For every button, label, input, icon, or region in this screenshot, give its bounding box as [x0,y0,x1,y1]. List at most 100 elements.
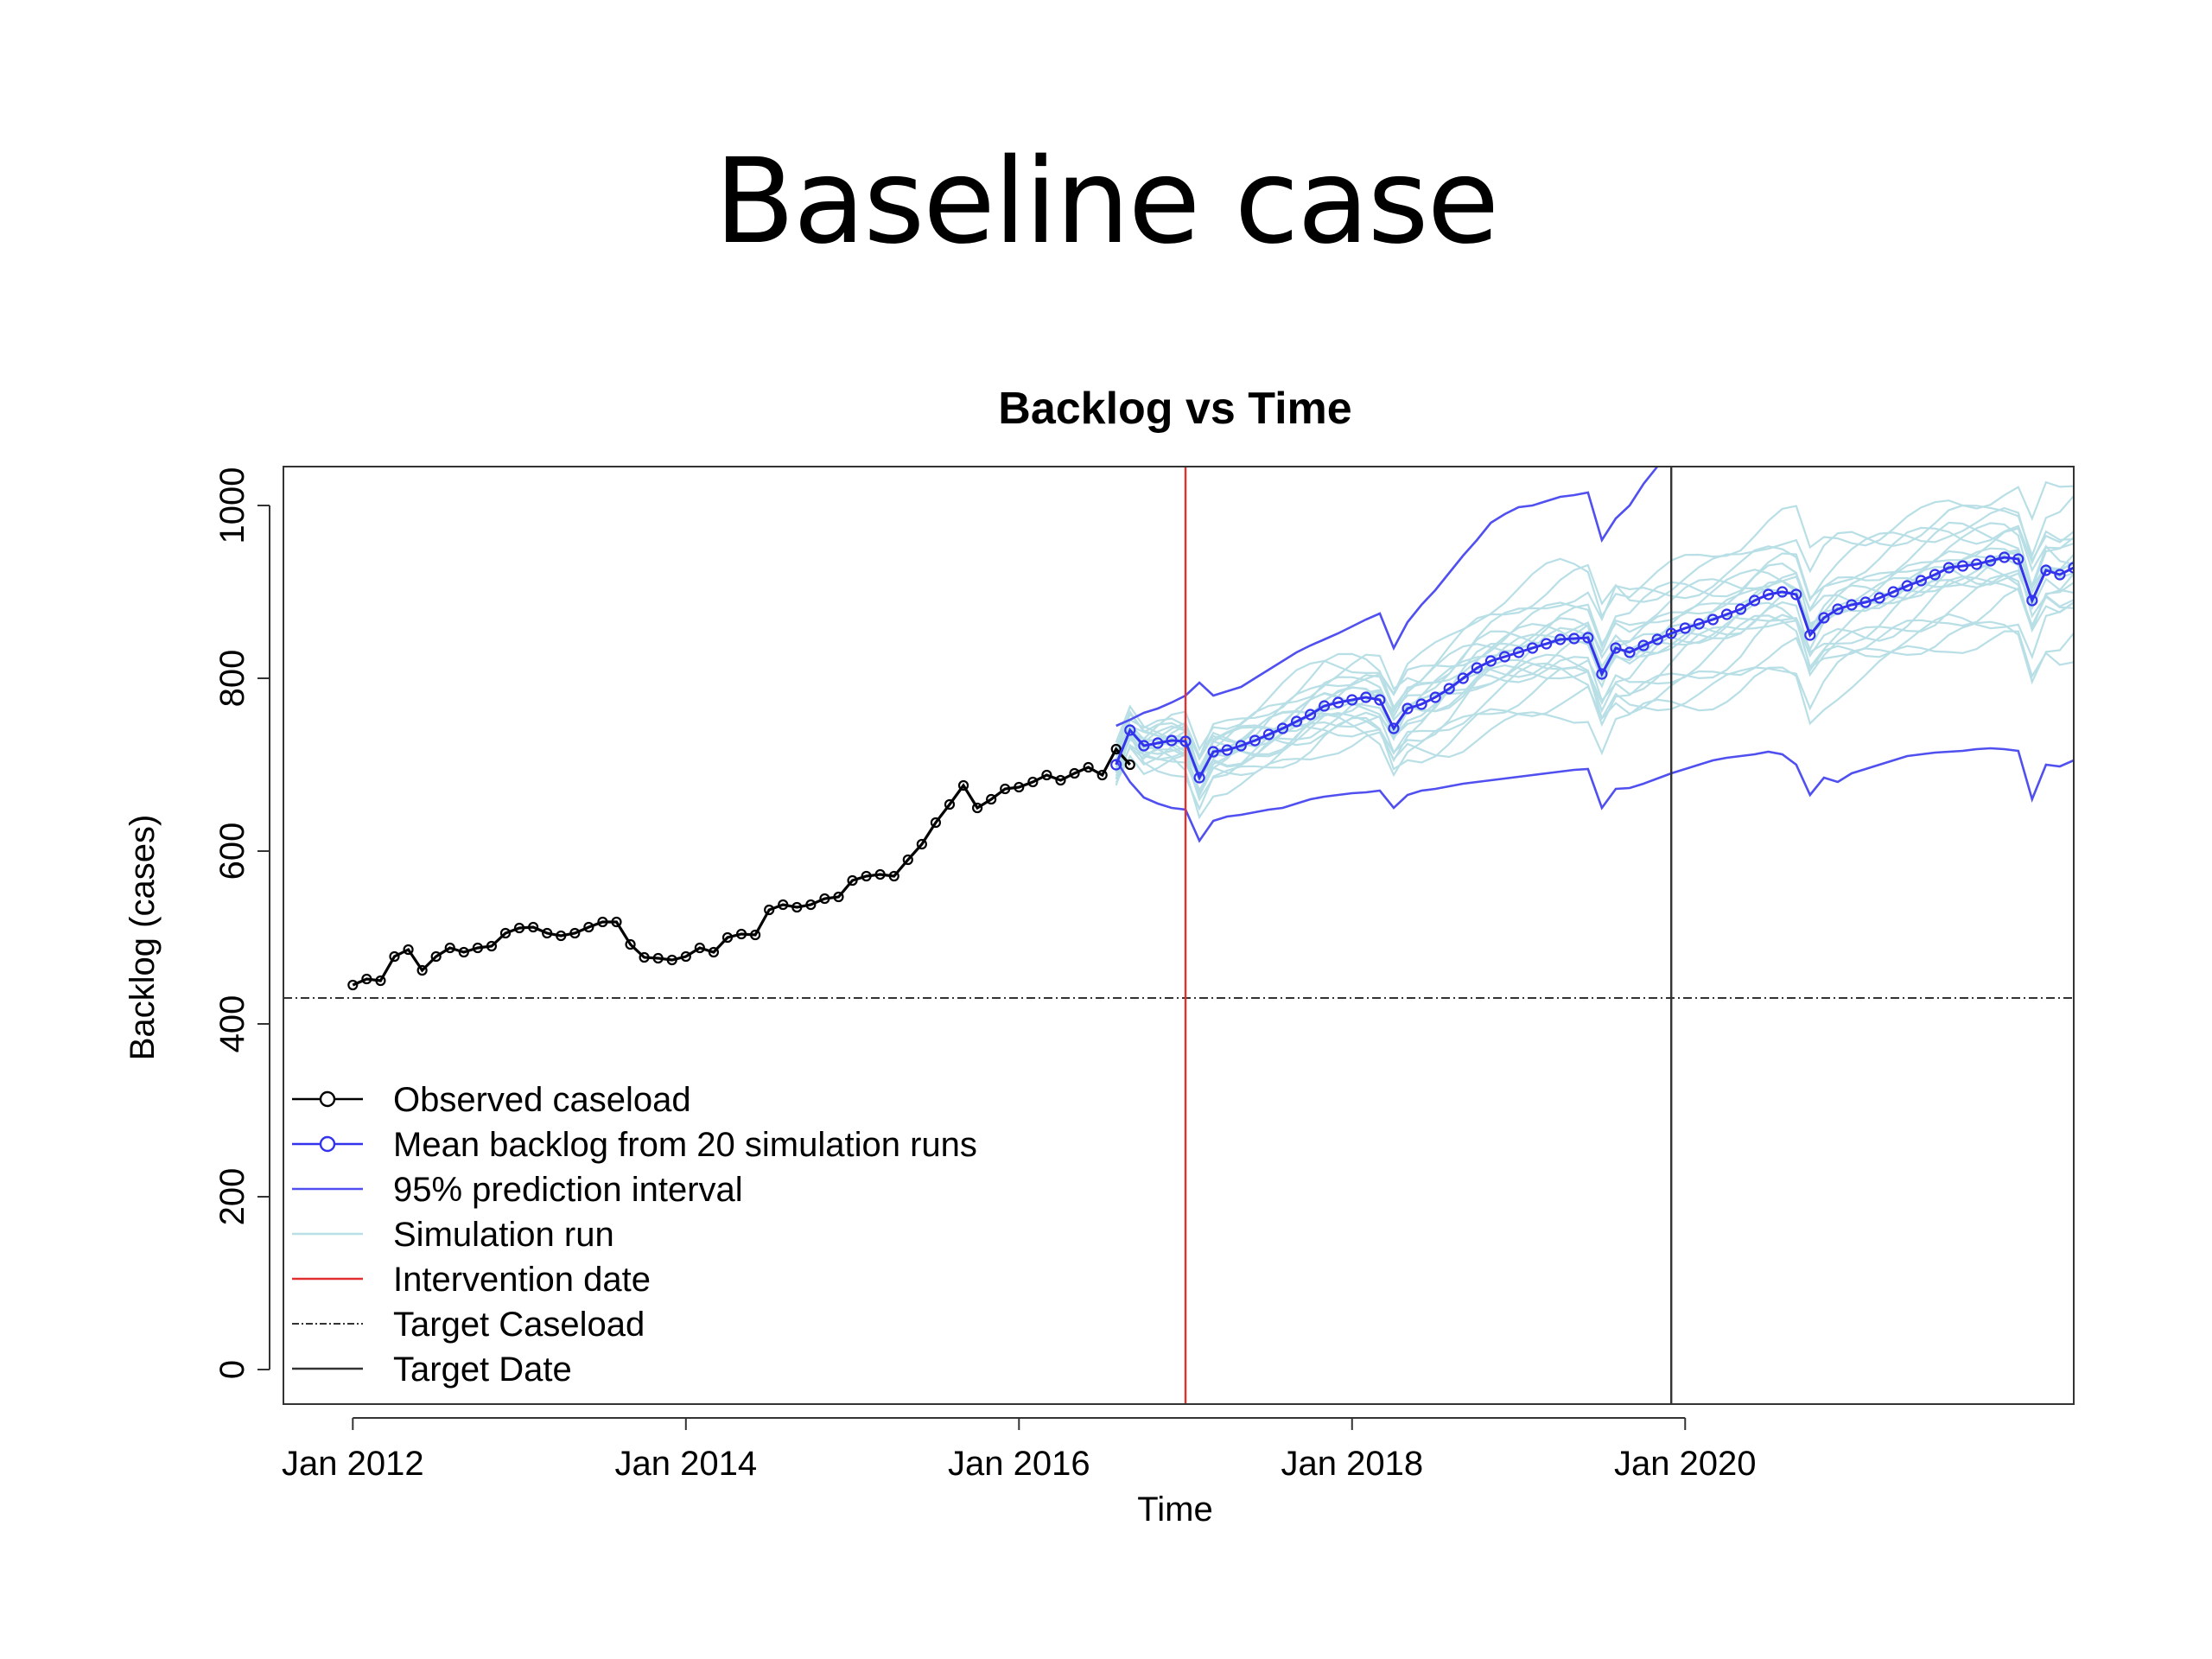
mean-backlog-point [1624,646,1636,658]
observed-point [513,922,525,934]
observed-point [389,950,400,963]
observed-point [1069,767,1080,779]
observed-point [666,954,677,966]
mean-backlog-point [1276,722,1289,734]
x-tick-label: Jan 2016 [948,1445,1090,1483]
observed-point [930,817,942,829]
y-tick-label: 200 [213,1168,251,1226]
mean-backlog-point [1748,594,1761,607]
mean-backlog-point [1415,698,1427,710]
observed-point [556,930,567,942]
simulation-run-line [1115,494,2074,760]
y-tick-label: 600 [213,823,251,880]
mean-backlog-point [1665,627,1677,639]
mean-backlog-point [1970,558,1983,570]
observed-point [874,868,886,880]
plot-area: Jan 2012 Jan 2014 Jan 2016 Jan 2018 Jan 2020… [213,466,2120,1483]
mean-backlog-point [1179,735,1192,747]
mean-backlog-point [1734,603,1747,615]
observed-point [916,838,927,850]
observed-point [1083,761,1094,773]
prediction-interval-upper-line [1116,467,1660,728]
mean-backlog-point [1138,740,1150,752]
mean-backlog-point [1720,608,1733,620]
mean-backlog-point [1929,569,1941,581]
legend-label: Mean backlog from 20 simulation runs [393,1126,977,1164]
mean-backlog-point [1360,691,1372,703]
y-tick-label: 1000 [213,467,251,544]
mean-backlog-point [2083,557,2093,567]
simulation-run-line [1115,524,2074,774]
x-axis-label: Time [1137,1491,1212,1529]
observed-point [528,921,539,933]
mean-backlog-point [1637,639,1649,652]
observed-point [972,802,983,814]
mean-backlog-point [1319,700,1331,712]
observed-point [1096,769,1108,781]
mean-backlog-point [1498,651,1511,663]
observed-point [1000,783,1011,795]
slide-title: Baseline case [714,134,1499,270]
y-tick-label: 400 [213,995,251,1053]
observed-point [1124,759,1135,771]
observed-point [1110,743,1122,755]
observed-point [416,964,428,976]
mean-backlog-point [1999,551,2011,563]
y-tick-label: 0 [213,1360,251,1379]
observed-point [652,952,664,964]
legend-label: Observed caseload [393,1081,691,1119]
mean-backlog-point [1402,702,1414,715]
observed-point [986,793,997,805]
observed-point [361,973,372,985]
mean-backlog-point [1942,562,1955,574]
observed-point [735,928,747,940]
mean-backlog-point [2111,540,2120,550]
x-tick-label: Jan 2020 [1614,1445,1757,1483]
mean-backlog-point [1290,715,1303,728]
mean-backlog-point [1374,694,1386,706]
mean-backlog-point [1262,728,1275,741]
mean-backlog-point [1568,632,1580,645]
observed-point [750,929,761,941]
mean-backlog-point [1651,633,1663,645]
x-tick-label: Jan 2018 [1281,1445,1423,1483]
mean-backlog-point [1166,734,1178,747]
simulation-run-line [1115,620,2074,811]
mean-backlog-point [1804,629,1816,641]
mean-backlog-point [1859,596,1872,608]
simulation-run-line [1115,630,2074,820]
observed-point [944,798,956,810]
observed-point [1041,769,1052,781]
observed-point [583,921,594,933]
observed-point [1055,774,1066,786]
mean-backlog-point [1956,560,1969,572]
prediction-interval-lower-line [1115,747,2074,843]
mean-backlog-point [1124,724,1136,736]
observed-point [444,942,455,954]
mean-backlog-point [2040,564,2052,576]
observed-point [708,946,720,958]
mean-backlog-point [1429,691,1441,703]
mean-backlog-point [1901,580,1913,592]
observed-point [805,899,817,911]
chart-title: Backlog vs Time [998,384,1351,434]
mean-backlog-point [1554,633,1567,645]
observed-point [430,950,442,963]
observed-point [1014,781,1025,793]
observed-point [861,870,872,882]
y-axis-label: Backlog (cases) [124,815,162,1061]
observed-point [597,916,608,928]
simulation-run-line [1115,573,2074,797]
observed-point [847,874,858,887]
observed-point [472,942,483,954]
mean-backlog-point [2026,594,2038,607]
mean-backlog-point [1484,655,1497,667]
observed-point [639,951,650,963]
mean-backlog-point [1249,734,1261,747]
mean-backlog-point [1207,746,1219,758]
legend-label: 95% prediction interval [393,1171,743,1209]
mean-backlog-point [1471,662,1483,674]
mean-backlog-point [1332,696,1344,709]
mean-backlog-point [1443,683,1455,695]
